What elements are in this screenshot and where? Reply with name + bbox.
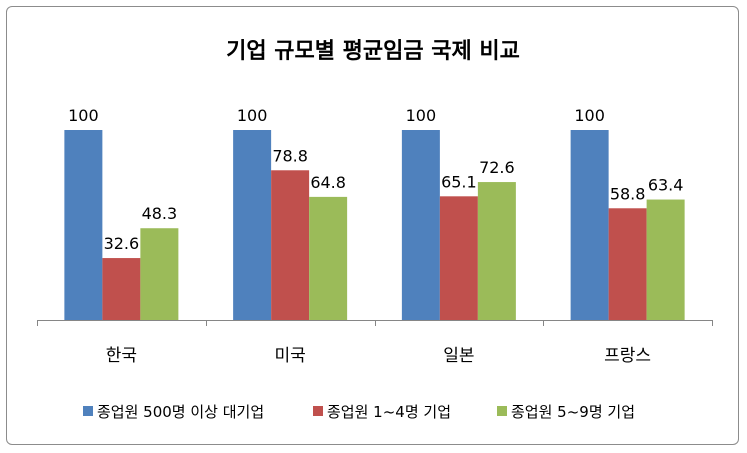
- bar: [309, 196, 348, 320]
- data-label: 100: [237, 106, 268, 125]
- data-label: 58.8: [610, 184, 646, 203]
- data-label: 100: [574, 106, 605, 125]
- data-label: 32.6: [104, 234, 140, 253]
- bar: [271, 170, 310, 320]
- bar: [608, 208, 647, 320]
- category-label: 한국: [106, 346, 137, 366]
- legend: 종업원 500명 이상 대기업 종업원 1~4명 기업 종업원 5~9명 기업: [83, 403, 635, 421]
- data-label: 63.4: [648, 176, 684, 195]
- data-label: 100: [68, 106, 99, 125]
- legend-label: 종업원 500명 이상 대기업: [97, 403, 264, 421]
- data-label: 65.1: [441, 172, 477, 191]
- bar: [646, 199, 685, 320]
- data-label: 100: [406, 106, 437, 125]
- bar: [439, 196, 478, 320]
- bar: [477, 182, 516, 320]
- bar: [233, 130, 272, 320]
- plot-area: 100 32.648.3 한국 100 78.864.8 미국 100 65.172.6 일본 1…: [37, 106, 713, 366]
- bar: [102, 258, 141, 320]
- legend-swatch: [497, 406, 507, 416]
- data-label: 72.6: [479, 158, 515, 177]
- bar: [64, 130, 103, 320]
- bar: [570, 130, 609, 320]
- category-label: 미국: [274, 346, 305, 366]
- data-label: 78.8: [272, 146, 308, 165]
- bar: [401, 130, 440, 320]
- data-label: 48.3: [142, 204, 178, 223]
- category-label: 일본: [443, 346, 474, 366]
- bar: [140, 228, 179, 320]
- legend-label: 종업원 5~9명 기업: [511, 403, 635, 421]
- legend-label: 종업원 1~4명 기업: [327, 403, 451, 421]
- legend-swatch: [83, 406, 93, 416]
- chart-title: 기업 규모별 평균임금 국제 비교: [226, 39, 520, 64]
- legend-swatch: [313, 406, 323, 416]
- data-label: 64.8: [310, 173, 346, 192]
- category-label: 프랑스: [604, 346, 651, 366]
